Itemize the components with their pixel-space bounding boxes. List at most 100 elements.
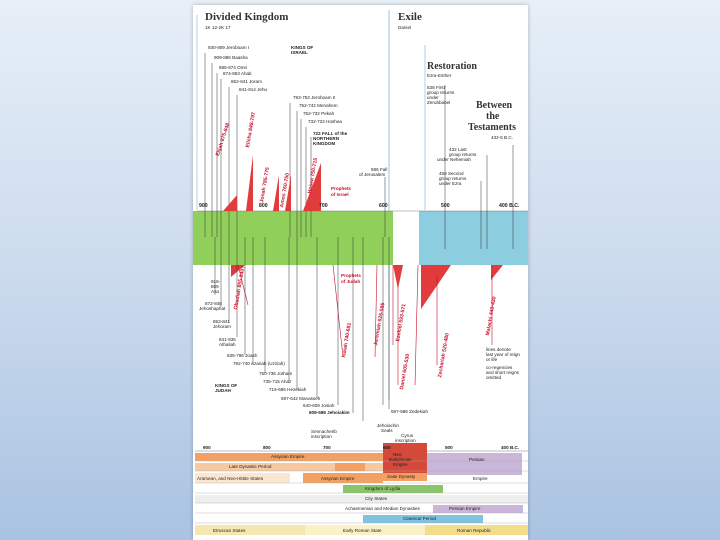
judah-king: 750-735 Jotham bbox=[259, 371, 293, 376]
fall-israel-2: NORTHERN bbox=[313, 136, 340, 141]
axis-bottom-tick: 500 bbox=[445, 445, 453, 450]
fall-jerusalem-2: of Jerusalem bbox=[359, 172, 386, 177]
empire-achaemenian: Achaemenian and Median Dynasties bbox=[345, 506, 420, 511]
judah-king: 841-835 bbox=[219, 337, 236, 342]
axis-bottom-tick: 600 bbox=[383, 445, 391, 450]
axis-top-tick: 500 bbox=[441, 203, 450, 209]
judah-king: Athaliah bbox=[219, 342, 236, 347]
empire-aramean: Aramean, and Neo-Hittite States bbox=[197, 476, 264, 481]
footnote-2: last year of reign bbox=[486, 352, 520, 357]
axis-top-tick: 700 bbox=[319, 203, 328, 209]
persian-band bbox=[427, 453, 522, 475]
restoration-title: Restoration bbox=[427, 61, 477, 72]
divided-kingdom-title: Divided Kingdom bbox=[205, 11, 289, 23]
footnote-3: or life bbox=[486, 357, 498, 362]
israel-king: 841-814 Jehu bbox=[239, 87, 268, 92]
judah-king-lines bbox=[214, 237, 390, 421]
timeline-graphic bbox=[193, 10, 528, 535]
fall-jerusalem-1: 586 Fall bbox=[371, 167, 388, 172]
empire-table bbox=[195, 443, 528, 535]
israel-king: 930-909 Jeroboam I bbox=[208, 45, 250, 50]
fall-israel-1: 722 FALL of the bbox=[313, 131, 348, 136]
classical-band bbox=[363, 515, 483, 523]
empire-early-roman: Early Roman State bbox=[343, 528, 382, 533]
footnote-5: and short reigns bbox=[486, 370, 519, 375]
restoration-note-3a: 432 Last bbox=[449, 147, 467, 152]
axis-bottom-tick: 700 bbox=[323, 445, 331, 450]
between-sub: 432-5 B.C. bbox=[491, 135, 513, 140]
israel-king: 909-886 Baasha bbox=[214, 55, 248, 60]
prophets-israel-label-2: of Israel bbox=[331, 192, 349, 197]
empire-neo-babylonian-1: Neo- bbox=[393, 452, 403, 457]
judah-king: 597-586 Zedekiah bbox=[391, 409, 429, 414]
kingdom-band bbox=[193, 211, 393, 265]
judah-king: 640-609 Josiah bbox=[303, 403, 335, 408]
jehoiachin-1: Jehoiachin bbox=[377, 423, 399, 428]
cyrus-1: Cyrus bbox=[401, 433, 413, 438]
judah-red-lines bbox=[237, 264, 493, 386]
sennacherib-1: Sennacherib bbox=[311, 429, 337, 434]
assyrian-band bbox=[195, 453, 385, 461]
footnote-1: lines denote bbox=[486, 347, 511, 352]
sennacherib-2: inscription bbox=[311, 434, 332, 439]
empire-etruscan: Etruscan States bbox=[213, 528, 246, 533]
judah-king: 697-642 Manasseh bbox=[281, 396, 321, 401]
israel-king-lines bbox=[204, 53, 386, 237]
judah-prophet-bars bbox=[231, 265, 503, 309]
footnote-6: omitted bbox=[486, 375, 502, 380]
fall-israel-3: KINGDOM bbox=[313, 141, 336, 146]
judah-king: 872-848 bbox=[205, 301, 222, 306]
empire-persian-empire: Persian Empire bbox=[449, 506, 481, 511]
restoration-band bbox=[419, 211, 528, 265]
axis-top-tick: 800 bbox=[259, 203, 268, 209]
babylon-band bbox=[383, 443, 427, 473]
judah-king: 735-715 Ahaz bbox=[263, 379, 292, 384]
exile-sub: Daniel bbox=[398, 25, 412, 30]
israel-prophet-bars bbox=[223, 155, 321, 211]
axis-bottom-tick: 900 bbox=[203, 445, 211, 450]
empire-persian: Persian bbox=[469, 457, 485, 462]
lydia-band bbox=[343, 485, 443, 493]
cyrus-2: inscription bbox=[395, 438, 416, 443]
israel-king: 885-874 Omri bbox=[219, 65, 248, 70]
between-line2: the bbox=[486, 111, 500, 122]
prophets-judah-label-2: of Judah bbox=[341, 279, 361, 284]
empire-city-states: City States bbox=[365, 496, 388, 501]
restoration-note-3b: group returns bbox=[449, 152, 477, 157]
empire-assyrian-2: Assyrian Empire bbox=[321, 476, 355, 481]
between-line1: Between bbox=[476, 100, 513, 111]
restoration-note-1c: under bbox=[427, 95, 439, 100]
empire-neo-babylonian-3: Empire bbox=[393, 462, 408, 467]
empire-empire: Empire bbox=[473, 476, 488, 481]
chart-page: Divided Kingdom 1K 12-2K 17 Exile Daniel… bbox=[193, 5, 528, 540]
empire-roman-republic: Roman Republic bbox=[457, 528, 491, 533]
judah-king: 792-740 Azariah (Uzziah) bbox=[233, 361, 285, 366]
kings-israel-label-1: KINGS OF bbox=[291, 45, 314, 50]
empire-late-dynastic: Late Dynastic Period bbox=[229, 464, 272, 469]
kings-judah-label-2: JUDAH bbox=[215, 388, 231, 393]
restoration-lines bbox=[444, 85, 514, 249]
axis-top-tick: 900 bbox=[199, 203, 208, 209]
kings-israel-label-2: ISRAEL bbox=[291, 50, 308, 55]
exile-title: Exile bbox=[398, 11, 422, 23]
between-line3: Testaments bbox=[468, 122, 516, 133]
judah-king: 869 bbox=[211, 284, 219, 289]
restoration-note-2c: under Ezra bbox=[439, 181, 462, 186]
axis-top-tick: 400 B.C. bbox=[499, 203, 520, 209]
judah-king: Jehoram bbox=[213, 324, 231, 329]
judah-king: 715-686 Hezekiah bbox=[269, 387, 307, 392]
judah-king: 916- bbox=[211, 279, 221, 284]
restoration-note-1b: group returns bbox=[427, 90, 455, 95]
judah-king: 853-841 bbox=[213, 319, 230, 324]
prophets-israel-label-1: Prophets bbox=[331, 186, 351, 191]
israel-king: 732-722 Hoshea bbox=[308, 119, 342, 124]
kings-judah-label-1: KINGS OF bbox=[215, 383, 238, 388]
judah-king: 609-598 Jehoiakim bbox=[309, 410, 350, 415]
empire-lydia: Kingdom of Lydia bbox=[365, 486, 401, 491]
restoration-note-3c: under Nehemiah bbox=[437, 157, 471, 162]
judah-king: Asa bbox=[211, 289, 219, 294]
israel-king: 874-853 Ahab bbox=[223, 71, 252, 76]
empire-saite: Saite Dynasty bbox=[387, 474, 416, 479]
restoration-note-2a: 458 Second bbox=[439, 171, 464, 176]
axis-bottom-tick: 800 bbox=[263, 445, 271, 450]
